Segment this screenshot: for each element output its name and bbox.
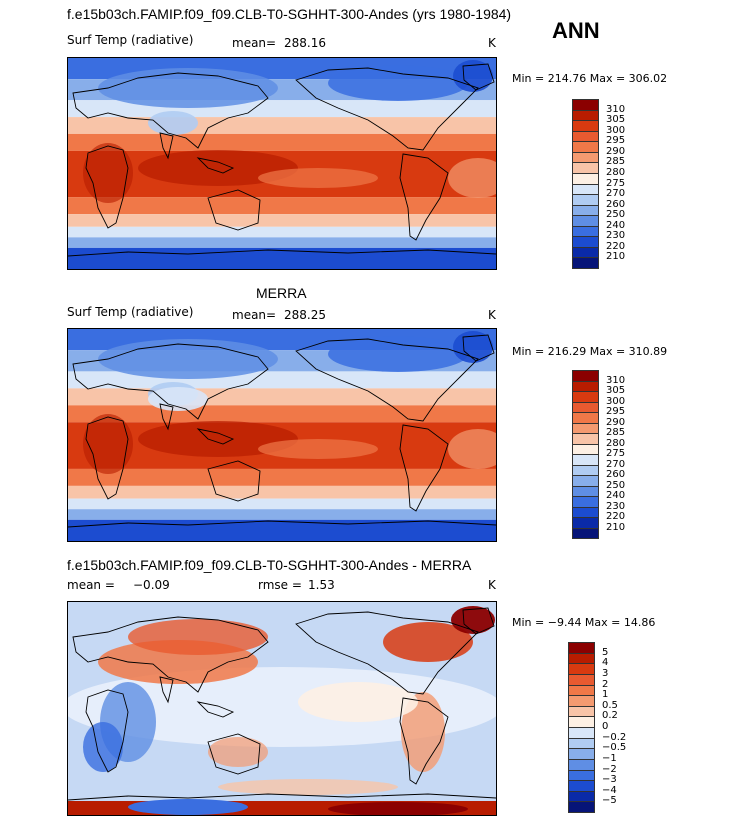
panel2-mean-label: mean= [232, 308, 277, 322]
colorbar-tick-label: 300 [606, 395, 626, 407]
panel1-map [67, 57, 497, 270]
panel3-units: K [488, 578, 496, 592]
main-title: f.e15b03ch.FAMIP.f09_f09.CLB-T0-SGHHT-30… [67, 6, 512, 22]
season-label: ANN [552, 18, 600, 43]
colorbar-tick-label: 210 [606, 251, 626, 263]
panel1-mean-label: mean= [232, 36, 277, 50]
colorbar-tick-label: 220 [606, 511, 626, 522]
colorbar-tick-label: 305 [606, 385, 626, 396]
colorbar-tick-label: 260 [606, 198, 626, 210]
colorbar-tick-label: 0 [602, 721, 609, 732]
colorbar-tick-label: 295 [606, 135, 626, 147]
colorbar-tick-label: 275 [606, 177, 626, 189]
colorbar-tick-label: 280 [606, 166, 626, 178]
colorbar-tick-label: 0.2 [602, 710, 618, 722]
colorbar-tick-label: 230 [606, 500, 626, 512]
colorbar-tick-label: 220 [606, 240, 626, 252]
colorbar-tick-label: 300 [606, 124, 626, 136]
panel1-mean-value: 288.16 [284, 36, 326, 50]
colorbar-tick-label: 310 [606, 374, 626, 386]
colorbar-tick-label: 285 [606, 427, 626, 438]
colorbar-cell [572, 257, 599, 269]
panel1-minmax: Min = 214.76 Max = 306.02 [512, 72, 668, 85]
panel3-colorbar: 5 4 3 2 1 0.5 0.2 0 −0.2 −0.5 −1 −2 −3 −4 −5 [568, 642, 648, 813]
colorbar-tick-label: 4 [602, 657, 609, 669]
colorbar-tick-label: 240 [606, 490, 626, 501]
colorbar-tick-label: −3 [602, 774, 617, 786]
panel3-rmse-value: 1.53 [308, 578, 335, 592]
colorbar-tick-label: 240 [606, 219, 626, 231]
colorbar-tick-label: 280 [606, 437, 626, 449]
panel2-mean-value: 288.25 [284, 308, 326, 322]
colorbar-tick-label: 250 [606, 479, 626, 491]
panel2-map [67, 328, 497, 542]
colorbar-tick-label: 290 [606, 416, 626, 428]
colorbar-tick-label: 250 [606, 209, 626, 221]
colorbar-tick-label: −4 [602, 784, 617, 796]
colorbar-tick-label: 0.5 [602, 699, 618, 711]
map-field [68, 329, 496, 541]
colorbar-tick-label: 275 [606, 448, 626, 459]
colorbar-tick-label: 295 [606, 406, 626, 417]
colorbar-tick-label: 5 [602, 646, 609, 658]
colorbar-tick-label: 2 [602, 678, 609, 690]
panel2-variable: Surf Temp (radiative) [67, 305, 194, 319]
panel3-mean-value: −0.09 [133, 578, 170, 592]
panel2-units: K [488, 308, 496, 322]
colorbar-tick-label: −1 [602, 752, 617, 764]
panel1-variable: Surf Temp (radiative) [67, 33, 194, 47]
map-field [68, 602, 496, 815]
colorbar-tick-label: 3 [602, 667, 609, 679]
colorbar-tick-label: 230 [606, 230, 626, 242]
colorbar-tick-label: 290 [606, 145, 626, 157]
colorbar-tick-label: −5 [602, 795, 617, 807]
colorbar-tick-label: 270 [606, 188, 626, 200]
colorbar-tick-label: 270 [606, 458, 626, 470]
colorbar-cell [572, 527, 599, 539]
panel1-colorbar: 310 305 300 295 290 285 280 275 270 260 250 240 230 2… [572, 99, 652, 269]
panel3-mean-label: mean = [67, 578, 115, 592]
colorbar-tick-label: −2 [602, 763, 617, 775]
panel2-colorbar: 310 305 300 295 290 285 280 275 270 260 250 240 230 2… [572, 370, 652, 539]
colorbar-tick-label: −0.5 [602, 742, 627, 754]
panel3-minmax: Min = −9.44 Max = 14.86 [512, 616, 656, 629]
colorbar-tick-label: 210 [606, 521, 626, 533]
map-field [68, 58, 496, 269]
panel2-title: MERRA [256, 285, 307, 301]
colorbar-tick-label: 310 [606, 103, 626, 115]
colorbar-tick-label: 1 [602, 689, 609, 701]
panel3-rmse-label: rmse = [258, 578, 302, 592]
panel3-map [67, 601, 497, 816]
colorbar-tick-label: 260 [606, 469, 626, 480]
colorbar-cell [568, 801, 595, 813]
colorbar-tick-label: −0.2 [602, 731, 627, 743]
panel1-units: K [488, 36, 496, 50]
colorbar-tick-label: 305 [606, 114, 626, 126]
panel3-title: f.e15b03ch.FAMIP.f09_f09.CLB-T0-SGHHT-30… [67, 557, 472, 573]
colorbar-tick-label: 285 [606, 156, 626, 168]
panel2-minmax: Min = 216.29 Max = 310.89 [512, 345, 668, 358]
